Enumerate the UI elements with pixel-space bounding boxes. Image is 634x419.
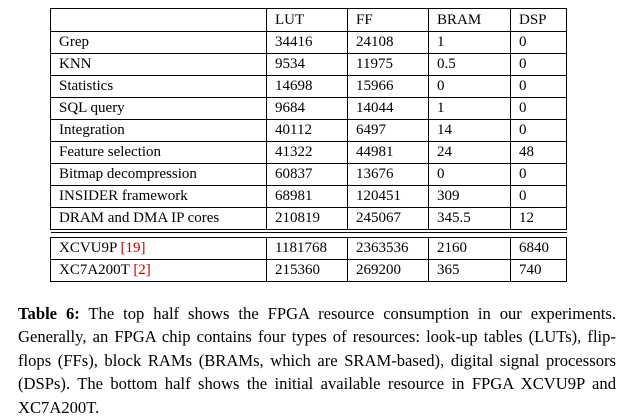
citation-link[interactable]: [2]: [133, 262, 151, 278]
ff-value: 6497: [347, 119, 429, 142]
row-name: Feature selection: [50, 141, 267, 164]
lut-value: 68981: [266, 185, 348, 208]
lut-value: 60837: [266, 163, 348, 186]
table-row: Statistics 14698 15966 0 0: [50, 75, 567, 98]
table-caption: Table 6: The top half shows the FPGA res…: [18, 302, 616, 419]
lut-value: 1181768: [266, 237, 348, 260]
header-cell-blank: [50, 8, 267, 32]
lut-value: 41322: [266, 141, 348, 164]
row-name: Grep: [50, 31, 267, 54]
table-row: SQL query 9684 14044 1 0: [50, 97, 567, 120]
header-cell-ff: FF: [347, 8, 429, 32]
dsp-value: 48: [510, 141, 567, 164]
lut-value: 9684: [266, 97, 348, 120]
dsp-value: 0: [510, 31, 567, 54]
ff-value: 2363536: [347, 237, 429, 260]
lut-value: 210819: [266, 207, 348, 230]
row-name: Integration: [50, 119, 267, 142]
ff-value: 14044: [347, 97, 429, 120]
dsp-value: 740: [510, 259, 567, 282]
bram-value: 1: [428, 31, 511, 54]
row-name-suffix: framework: [118, 188, 188, 204]
ff-value: 15966: [347, 75, 429, 98]
table-row: Integration 40112 6497 14 0: [50, 119, 567, 142]
row-name: XC7A200T [2]: [50, 259, 267, 282]
table-row: Feature selection 41322 44981 24 48: [50, 141, 567, 164]
dsp-value: 6840: [510, 237, 567, 260]
row-name: SQL query: [50, 97, 267, 120]
table-row: INSIDER framework 68981 120451 309 0: [50, 185, 567, 208]
row-name: DRAM and DMA IP cores: [50, 207, 267, 230]
dsp-value: 0: [510, 119, 567, 142]
header-cell-bram: BRAM: [428, 8, 511, 32]
row-name: INSIDER framework: [50, 185, 267, 208]
bram-value: 24: [428, 141, 511, 164]
ff-value: 269200: [347, 259, 429, 282]
row-name-prefix: I: [59, 188, 64, 204]
bram-value: 0: [428, 75, 511, 98]
bram-value: 309: [428, 185, 511, 208]
row-name: Bitmap decompression: [50, 163, 267, 186]
chip-name: XCVU9P: [59, 240, 121, 256]
lut-value: 9534: [266, 53, 348, 76]
bram-value: 14: [428, 119, 511, 142]
table-row: XC7A200T [2] 215360 269200 365 740: [50, 259, 567, 282]
ff-value: 24108: [347, 31, 429, 54]
table-row: Bitmap decompression 60837 13676 0 0: [50, 163, 567, 186]
resource-table-container: LUT FF BRAM DSP Grep 34416 24108 1 0 KNN…: [50, 8, 567, 282]
dsp-value: 0: [510, 163, 567, 186]
ff-value: 44981: [347, 141, 429, 164]
dsp-value: 0: [510, 97, 567, 120]
bram-value: 0.5: [428, 53, 511, 76]
dsp-value: 0: [510, 53, 567, 76]
row-name: XCVU9P [19]: [50, 237, 267, 260]
bram-value: 1: [428, 97, 511, 120]
row-name: KNN: [50, 53, 267, 76]
lut-value: 40112: [266, 119, 348, 142]
table-header-row: LUT FF BRAM DSP: [50, 8, 567, 32]
caption-text: The top half shows the FPGA resource con…: [18, 303, 616, 417]
resource-table: LUT FF BRAM DSP Grep 34416 24108 1 0 KNN…: [50, 8, 567, 282]
bram-value: 345.5: [428, 207, 511, 230]
dsp-value: 0: [510, 75, 567, 98]
citation-link[interactable]: [19]: [120, 240, 146, 256]
bram-value: 0: [428, 163, 511, 186]
table-row: DRAM and DMA IP cores 210819 245067 345.…: [50, 207, 567, 230]
bram-value: 365: [428, 259, 511, 282]
dsp-value: 0: [510, 185, 567, 208]
bram-value: 2160: [428, 237, 511, 260]
ff-value: 11975: [347, 53, 429, 76]
row-name-smallcaps: NSIDER: [64, 188, 119, 204]
lut-value: 34416: [266, 31, 348, 54]
caption-label: Table 6:: [18, 303, 80, 323]
lut-value: 14698: [266, 75, 348, 98]
lut-value: 215360: [266, 259, 348, 282]
table-row: Grep 34416 24108 1 0: [50, 31, 567, 54]
chip-name: XC7A200T: [59, 262, 134, 278]
table-row: KNN 9534 11975 0.5 0: [50, 53, 567, 76]
row-name: Statistics: [50, 75, 267, 98]
table-row: XCVU9P [19] 1181768 2363536 2160 6840: [50, 237, 567, 260]
ff-value: 120451: [347, 185, 429, 208]
ff-value: 245067: [347, 207, 429, 230]
header-cell-lut: LUT: [266, 8, 348, 32]
header-cell-dsp: DSP: [510, 8, 567, 32]
ff-value: 13676: [347, 163, 429, 186]
dsp-value: 12: [510, 207, 567, 230]
